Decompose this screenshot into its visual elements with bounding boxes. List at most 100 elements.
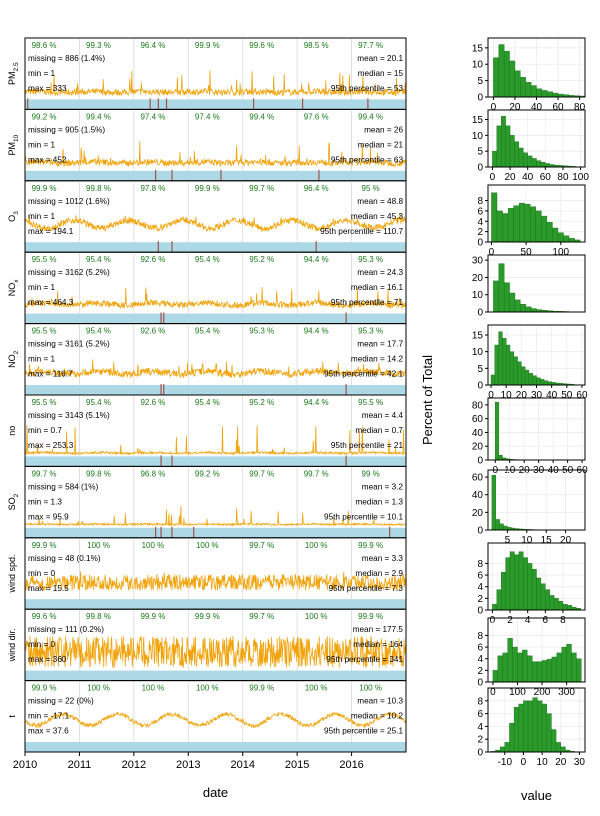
histogram-bar (517, 361, 522, 386)
stat-mean: mean = 10.3 (357, 697, 403, 706)
histogram-bar (522, 649, 528, 683)
year-capture-pct: 97.4 % (140, 112, 165, 121)
hist-y-tick-label: 0 (477, 238, 483, 249)
histogram-bar (552, 92, 559, 98)
hist-y-tick-label: 0 (477, 93, 483, 104)
year-capture-pct: 100 % (87, 541, 110, 550)
year-capture-pct: 97.6 % (304, 112, 329, 121)
histogram-panel: 0 20 40 60 5 10 15 20 (472, 469, 586, 546)
stat-p95: 95th percentile = 10.1 (324, 512, 403, 521)
histogram-bar (530, 206, 537, 243)
year-capture-pct: 98.6 % (32, 41, 57, 50)
histogram-panel: 0 5 10 15 0 20 40 60 80 100 (472, 109, 589, 183)
histogram-bar (524, 203, 531, 243)
histogram-bar (505, 557, 511, 611)
year-capture-pct: 99.6 % (249, 41, 274, 50)
data-capture-strip (25, 670, 406, 681)
hist-x-tick-label: 4 (525, 615, 531, 626)
year-capture-pct: 95.2 % (249, 398, 274, 407)
histogram-bar (568, 238, 575, 243)
hist-x-tick-label: 80 (557, 172, 569, 183)
year-capture-pct: 95.2 % (249, 255, 274, 264)
year-capture-pct: 92.6 % (140, 398, 165, 407)
hist-x-tick-label: 0 (489, 247, 495, 258)
panel-label: NO2 (7, 350, 20, 368)
year-capture-pct: 99.8 % (86, 469, 111, 478)
histogram-bar (518, 703, 524, 753)
panel-label-main: PM (7, 71, 17, 85)
histogram-bar (537, 700, 543, 753)
histogram-bar (545, 589, 550, 611)
year-capture-pct: 95.4 % (195, 255, 220, 264)
histogram-bar (557, 232, 564, 243)
histogram-bar (491, 192, 498, 243)
x-tick-label: 2014 (230, 759, 254, 771)
hist-x-tick-label: -10 (498, 757, 513, 768)
hist-x-tick-label: 60 (576, 390, 588, 401)
panel-so2: 99.7 % 99.8 % 96.8 % 99.2 % 99.7 % 99.7 % 99 %… (7, 465, 407, 539)
stat-missing: missing = 3143 (5.1%) (28, 411, 110, 420)
hist-y-tick-label: 15 (472, 115, 484, 126)
stat-missing: missing = 111 (0.2%) (28, 625, 104, 634)
histogram-bar (530, 85, 537, 98)
stat-min: min = 0.7 (28, 426, 62, 435)
hist-y-tick-label: 8 (477, 696, 483, 707)
hist-x-tick-label: 60 (540, 172, 552, 183)
hist-x-tick-label: 20 (560, 535, 572, 546)
stat-missing: missing = 22 (0%) (28, 697, 94, 706)
data-capture-strip (25, 527, 406, 538)
histogram-bar (556, 652, 562, 683)
histogram-bar (530, 308, 537, 313)
x-tick-label: 2010 (13, 759, 37, 771)
hist-x-tick-label: 40 (546, 390, 558, 401)
histogram-bar (571, 652, 577, 683)
histogram-bar (498, 44, 505, 98)
hist-y-tick-label: 10 (472, 60, 484, 71)
histogram-bar (541, 90, 548, 98)
stat-mean: mean = 48.8 (357, 197, 403, 206)
stat-mean: mean = 26 (364, 125, 403, 134)
histogram-bar (552, 227, 559, 243)
stat-min: min = 1 (28, 69, 56, 78)
hist-frame (487, 254, 586, 313)
year-capture-pct: 99.6 % (32, 612, 57, 621)
stat-min: min = 1 (28, 140, 56, 149)
histogram-bar (555, 742, 561, 753)
hist-x-tick-label: 80 (574, 102, 586, 113)
year-capture-pct: 99.9 % (32, 541, 57, 550)
data-capture-strip (25, 170, 406, 181)
series-line (24, 287, 407, 310)
year-capture-pct: 94.4 % (304, 327, 329, 336)
hist-y-tick-label: 4 (477, 654, 483, 665)
hist-y-tick-label: 0 (477, 456, 483, 467)
year-capture-pct: 99.9 % (195, 41, 220, 50)
stat-p95: 95th percentile = 110.7 (320, 227, 403, 236)
year-capture-pct: 96.4 % (304, 184, 329, 193)
stat-p95: 95th percentile = 63 (331, 155, 404, 164)
hist-y-tick-label: 6 (477, 643, 483, 654)
stat-max: max = 253.3 (28, 441, 74, 450)
histogram-bar (540, 583, 546, 611)
histogram-bar (536, 377, 541, 386)
hist-y-tick-label: 80 (472, 400, 484, 411)
histogram-bar (546, 713, 552, 753)
year-capture-pct: 99.9 % (358, 541, 383, 550)
stat-max: max = 333 (28, 84, 67, 93)
hist-x-tick-label: 0 (491, 102, 497, 113)
year-capture-pct: 99 % (362, 469, 380, 478)
timeseries-plots: 98.6 % 99.3 % 96.4 % 99.9 % 99.6 % 98.5 % 97.7… (7, 37, 407, 800)
panel-label-sub: 3 (13, 211, 20, 215)
hist-y-axis-label: Percent of Total (420, 355, 435, 445)
panel-label-main: no (7, 426, 17, 436)
stat-median: median = 16.1 (351, 283, 404, 292)
year-capture-pct: 99.4 % (249, 112, 274, 121)
stat-median: median = 0.7 (355, 426, 403, 435)
year-capture-pct: 94.4 % (304, 255, 329, 264)
histogram-bar (490, 374, 496, 386)
histogram-bar (492, 670, 499, 683)
hist-y-tick-label: 4 (477, 217, 483, 228)
histogram-bar (499, 746, 505, 753)
data-capture-strip (25, 385, 406, 395)
